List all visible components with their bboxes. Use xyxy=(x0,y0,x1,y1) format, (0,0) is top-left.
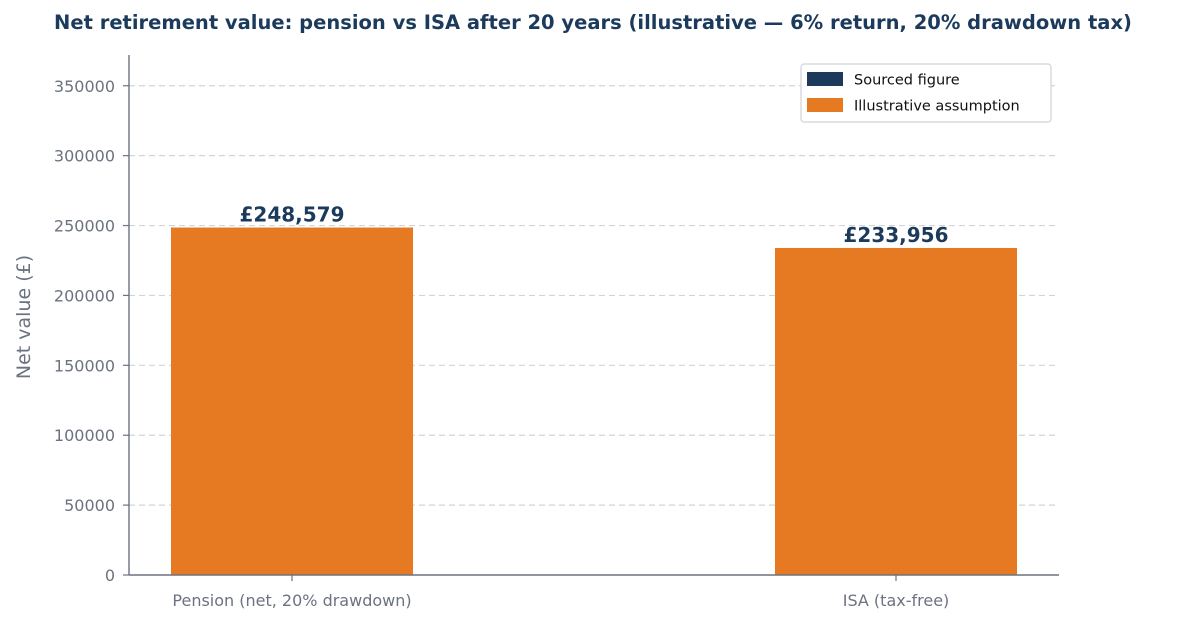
bars xyxy=(171,227,1017,576)
y-axis-label: Net value (£) xyxy=(13,255,35,379)
y-tick-label: 300000 xyxy=(54,147,115,166)
legend-swatch xyxy=(807,98,843,112)
y-tick-label: 200000 xyxy=(54,286,115,305)
x-tick-label: Pension (net, 20% drawdown) xyxy=(172,591,411,610)
legend-box xyxy=(800,63,1052,123)
bar-value-label: £233,956 xyxy=(843,223,948,247)
legend-swatch xyxy=(807,72,843,86)
chart-title: Net retirement value: pension vs ISA aft… xyxy=(54,11,1132,34)
bar xyxy=(775,247,1017,576)
bar xyxy=(171,227,413,575)
y-tick-label: 0 xyxy=(105,566,115,585)
legend: Sourced figure Illustrative assumption xyxy=(800,63,1052,123)
axes xyxy=(123,55,1059,581)
y-tick-label: 150000 xyxy=(54,356,115,375)
y-tick-label: 250000 xyxy=(54,217,115,236)
legend-label: Illustrative assumption xyxy=(854,99,1020,115)
y-tick-label: 350000 xyxy=(54,77,115,96)
legend-label: Sourced figure xyxy=(854,73,960,89)
labels: 0 50000 100000 150000 200000 250000 300000 3500… xyxy=(13,77,949,610)
bar-value-label: £248,579 xyxy=(239,203,344,227)
x-tick-label: ISA (tax-free) xyxy=(843,591,950,610)
y-tick-label: 100000 xyxy=(54,426,115,445)
y-tick-label: 50000 xyxy=(64,496,115,515)
